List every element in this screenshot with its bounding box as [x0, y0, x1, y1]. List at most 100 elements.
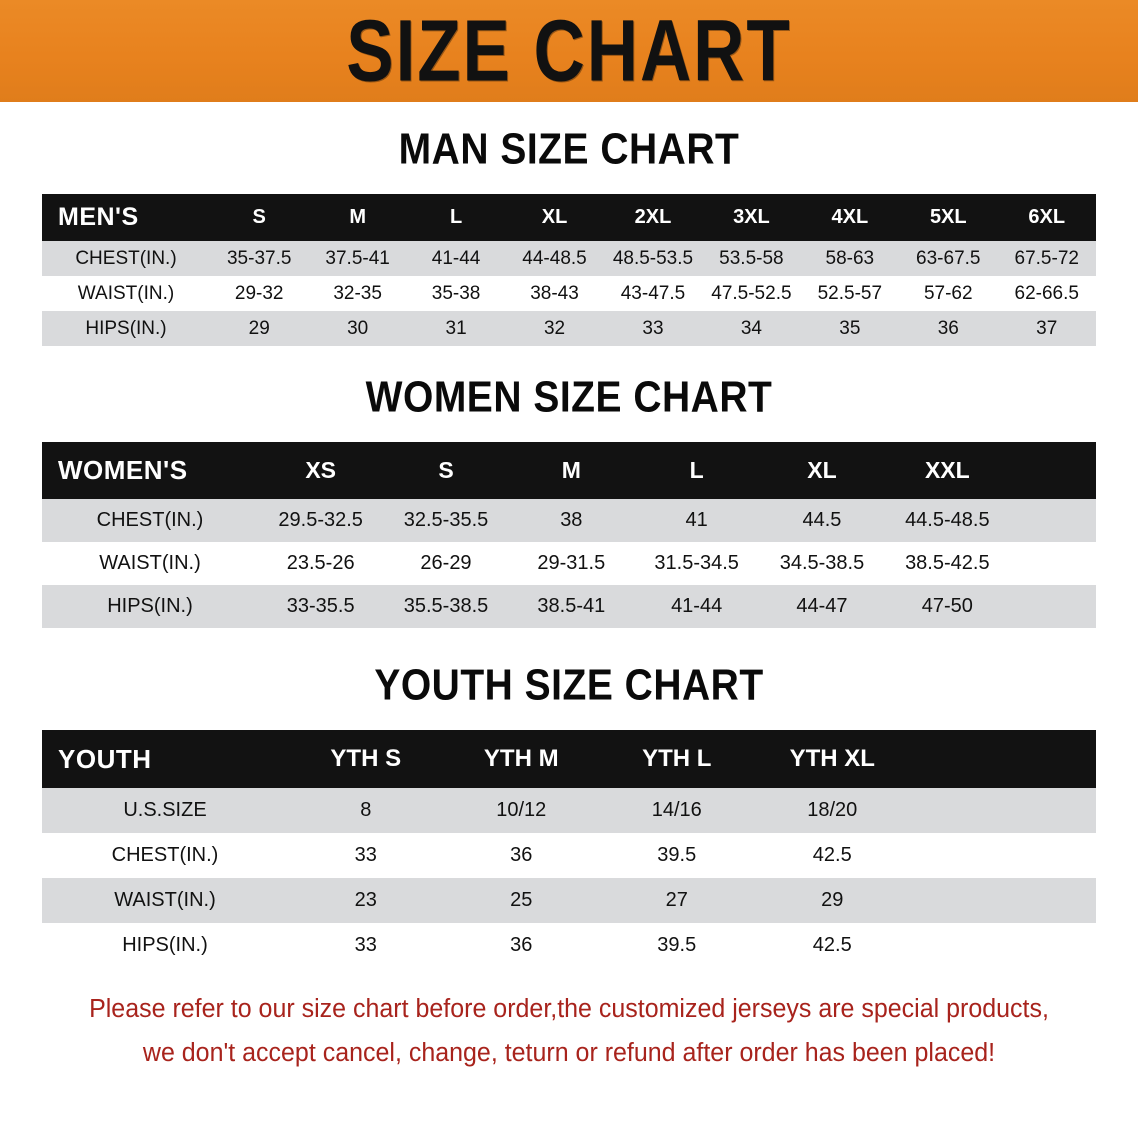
man-cell: 67.5-72	[1014, 247, 1079, 269]
women-row-label: WAIST(IN.)	[99, 552, 201, 574]
man-cell: 43-47.5	[620, 282, 686, 304]
man-cell: 38-43	[530, 282, 579, 304]
man-table-header: MEN'S S M L XL 2XL 3XL 4XL 5XL 6XL	[42, 194, 1096, 241]
youth-cell: 23	[354, 889, 377, 911]
youth-cell: 36	[510, 934, 533, 956]
youth-cell: 39.5	[657, 934, 697, 956]
man-cell: 29	[248, 317, 270, 339]
man-cell: 32-35	[333, 282, 382, 304]
page-title: SIZE CHART	[346, 1, 792, 100]
man-col-header: XL	[541, 206, 568, 228]
youth-col-header: YTH XL	[789, 745, 875, 772]
youth-cell: 42.5	[812, 934, 852, 956]
man-size-table-wrap: MEN'S S M L XL 2XL 3XL 4XL 5XL 6XL CHEST…	[42, 194, 1096, 346]
women-cell: 34.5-38.5	[779, 552, 865, 574]
women-table-body: CHEST(IN.) 29.5-32.5 32.5-35.5 38 41 44.…	[42, 499, 1096, 628]
youth-cell: 33	[354, 934, 377, 956]
youth-size-table-wrap: YOUTH YTH S YTH M YTH L YTH XL U.S.SIZE …	[42, 730, 1096, 968]
man-cell: 29-32	[234, 282, 284, 304]
man-header-row: MEN'S S M L XL 2XL 3XL 4XL 5XL 6XL	[42, 194, 1096, 241]
man-cell: 30	[347, 317, 369, 339]
women-cell: 44.5	[802, 509, 842, 531]
youth-cell-spacer	[910, 833, 1096, 878]
women-cell: 35.5-38.5	[403, 595, 489, 617]
women-section-heading-wrap: WOMEN SIZE CHART	[0, 346, 1138, 421]
man-cell: 31	[445, 317, 467, 339]
women-row-label: CHEST(IN.)	[96, 509, 204, 531]
youth-cell: 36	[510, 844, 533, 866]
women-size-table-wrap: WOMEN'S XS S M L XL XXL CHEST(IN.) 29.5-…	[42, 442, 1096, 628]
women-col-header: XXL	[924, 457, 970, 483]
table-row: CHEST(IN.) 35-37.5 37.5-41 41-44 44-48.5…	[42, 241, 1096, 276]
man-col-header: 4XL	[831, 206, 869, 228]
youth-corner-label: YOUTH	[58, 743, 152, 774]
man-cell: 48.5-53.5	[612, 247, 694, 269]
footer-disclaimer: Please refer to our size chart before or…	[48, 988, 1091, 1076]
table-row: WAIST(IN.) 29-32 32-35 35-38 38-43 43-47…	[42, 276, 1096, 311]
women-cell: 44-47	[796, 595, 848, 617]
women-cell: 38.5-41	[537, 595, 606, 617]
table-row: HIPS(IN.) 33 36 39.5 42.5	[42, 923, 1096, 968]
footer-line-1: Please refer to our size chart before or…	[89, 995, 1049, 1023]
table-row: WAIST(IN.) 23 25 27 29	[42, 878, 1096, 923]
man-cell: 52.5-57	[817, 282, 883, 304]
women-cell: 38	[560, 509, 583, 531]
man-cell: 37	[1036, 317, 1058, 339]
man-cell: 33	[642, 317, 664, 339]
women-cell: 41-44	[671, 595, 723, 617]
man-cell: 58-63	[825, 247, 875, 269]
youth-table-header: YOUTH YTH S YTH M YTH L YTH XL	[42, 730, 1096, 788]
women-col-header: XS	[305, 457, 336, 483]
man-cell: 35-37.5	[226, 247, 292, 269]
table-row: HIPS(IN.) 29 30 31 32 33 34 35 36 37	[42, 311, 1096, 346]
youth-size-table: YOUTH YTH S YTH M YTH L YTH XL U.S.SIZE …	[42, 730, 1096, 968]
women-cell-spacer	[1010, 585, 1096, 628]
table-row: U.S.SIZE 8 10/12 14/16 18/20	[42, 788, 1096, 833]
table-row: CHEST(IN.) 33 36 39.5 42.5	[42, 833, 1096, 878]
women-col-header: M	[561, 457, 581, 483]
table-row: HIPS(IN.) 33-35.5 35.5-38.5 38.5-41 41-4…	[42, 585, 1096, 628]
women-cell-spacer	[1010, 499, 1096, 542]
youth-cell: 25	[510, 889, 533, 911]
youth-cell: 33	[354, 844, 377, 866]
youth-row-label: HIPS(IN.)	[122, 934, 208, 956]
youth-table-body: U.S.SIZE 8 10/12 14/16 18/20 CHEST(IN.) …	[42, 788, 1096, 968]
women-corner-label: WOMEN'S	[58, 455, 188, 485]
youth-cell: 29	[821, 889, 844, 911]
women-cell: 23.5-26	[286, 552, 355, 574]
footer-line-2: we don't accept cancel, change, teturn o…	[142, 1038, 996, 1067]
youth-header-row: YOUTH YTH S YTH M YTH L YTH XL	[42, 730, 1096, 788]
women-cell: 38.5-42.5	[905, 552, 990, 574]
man-cell: 57-62	[923, 282, 973, 304]
man-table-body: CHEST(IN.) 35-37.5 37.5-41 41-44 44-48.5…	[42, 241, 1096, 346]
man-col-header: 6XL	[1028, 206, 1066, 228]
man-row-label: CHEST(IN.)	[75, 247, 177, 269]
youth-cell-spacer	[910, 788, 1096, 833]
women-cell: 26-29	[420, 552, 472, 574]
man-cell: 35-38	[431, 282, 481, 304]
man-cell: 53.5-58	[719, 247, 784, 269]
man-corner-label: MEN'S	[58, 203, 139, 231]
man-row-label: WAIST(IN.)	[77, 282, 175, 304]
youth-col-header: YTH S	[330, 745, 402, 772]
man-col-header: L	[449, 206, 463, 228]
women-cell: 41	[685, 509, 708, 531]
women-col-header: XL	[807, 457, 837, 483]
man-cell: 36	[937, 317, 959, 339]
man-cell: 44-48.5	[522, 247, 587, 269]
women-cell: 29.5-32.5	[278, 509, 363, 531]
women-size-table: WOMEN'S XS S M L XL XXL CHEST(IN.) 29.5-…	[42, 442, 1096, 628]
man-cell: 62-66.5	[1014, 282, 1079, 304]
youth-cell: 14/16	[651, 799, 702, 821]
youth-section-heading: YOUTH SIZE CHART	[374, 661, 764, 710]
youth-cell: 18/20	[807, 799, 858, 821]
women-cell: 31.5-34.5	[654, 552, 739, 574]
man-cell: 35	[839, 317, 861, 339]
youth-cell-spacer	[910, 878, 1096, 923]
man-col-header: 3XL	[733, 206, 770, 228]
youth-row-label: WAIST(IN.)	[114, 889, 216, 911]
man-cell: 34	[740, 317, 762, 339]
youth-section-heading-wrap: YOUTH SIZE CHART	[0, 628, 1138, 710]
women-cell: 33-35.5	[286, 595, 355, 617]
man-col-header: M	[349, 206, 366, 228]
